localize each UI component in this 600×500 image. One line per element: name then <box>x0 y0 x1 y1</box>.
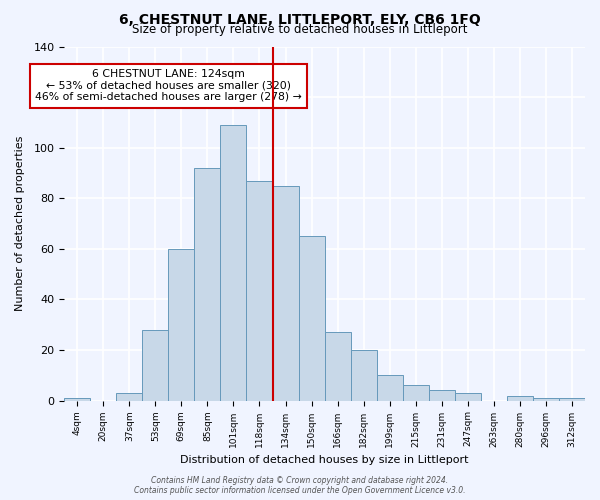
Text: Contains HM Land Registry data © Crown copyright and database right 2024.
Contai: Contains HM Land Registry data © Crown c… <box>134 476 466 495</box>
Bar <box>455 393 481 400</box>
Bar <box>194 168 220 400</box>
Bar <box>64 398 90 400</box>
Bar <box>142 330 169 400</box>
Bar <box>116 393 142 400</box>
Bar <box>429 390 455 400</box>
Bar <box>507 396 533 400</box>
Bar <box>169 249 194 400</box>
Bar <box>272 186 299 400</box>
Bar <box>247 180 272 400</box>
Bar <box>559 398 585 400</box>
Bar <box>403 386 429 400</box>
Bar <box>325 332 350 400</box>
X-axis label: Distribution of detached houses by size in Littleport: Distribution of detached houses by size … <box>181 455 469 465</box>
Text: 6 CHESTNUT LANE: 124sqm
← 53% of detached houses are smaller (320)
46% of semi-d: 6 CHESTNUT LANE: 124sqm ← 53% of detache… <box>35 70 302 102</box>
Text: 6, CHESTNUT LANE, LITTLEPORT, ELY, CB6 1FQ: 6, CHESTNUT LANE, LITTLEPORT, ELY, CB6 1… <box>119 12 481 26</box>
Bar <box>533 398 559 400</box>
Text: Size of property relative to detached houses in Littleport: Size of property relative to detached ho… <box>132 22 468 36</box>
Bar <box>350 350 377 401</box>
Bar <box>377 376 403 400</box>
Y-axis label: Number of detached properties: Number of detached properties <box>15 136 25 311</box>
Bar <box>299 236 325 400</box>
Bar <box>220 125 247 400</box>
